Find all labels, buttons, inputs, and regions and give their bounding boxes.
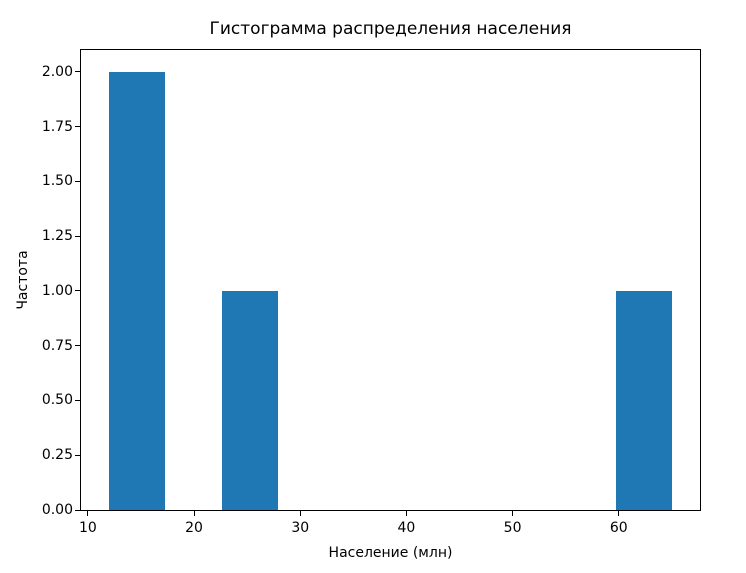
x-tick-label: 60: [609, 520, 628, 536]
x-tick-mark: [405, 511, 407, 516]
y-tick-label: 1.00: [41, 282, 73, 299]
plot-area: [80, 49, 701, 511]
y-tick-mark: [75, 509, 80, 511]
y-axis-label: Частота: [15, 250, 31, 310]
y-tick-label: 1.75: [41, 118, 73, 135]
x-tick-mark: [193, 511, 195, 516]
x-tick-mark: [512, 511, 514, 516]
x-tick-label: 40: [397, 520, 416, 536]
x-tick-label: 10: [78, 520, 97, 536]
y-tick-mark: [75, 71, 80, 73]
y-tick-mark: [75, 345, 80, 347]
x-tick-mark: [87, 511, 89, 516]
histogram-bar: [615, 290, 672, 510]
x-tick-label: 30: [291, 520, 310, 536]
bars-layer: [81, 50, 700, 510]
y-tick-mark: [75, 454, 80, 456]
histogram-bar: [109, 71, 166, 510]
x-axis-label: Население (млн): [328, 545, 453, 561]
y-tick-label: 1.25: [41, 228, 73, 245]
x-tick-label: 50: [503, 520, 522, 536]
y-tick-label: 2.00: [41, 63, 73, 80]
histogram-bar: [221, 290, 278, 510]
y-tick-mark: [75, 235, 80, 237]
x-tick-mark: [299, 511, 301, 516]
y-tick-mark: [75, 180, 80, 182]
x-tick-label: 20: [185, 520, 203, 536]
y-tick-label: 1.50: [41, 173, 73, 190]
y-tick-label: 0.00: [41, 502, 73, 518]
chart-title: Гистограмма распределения населения: [209, 19, 572, 39]
y-tick-mark: [75, 290, 80, 292]
y-tick-label: 0.75: [41, 337, 73, 354]
x-tick-mark: [618, 511, 620, 516]
y-tick-mark: [75, 399, 80, 401]
y-tick-mark: [75, 126, 80, 128]
y-tick-label: 0.25: [41, 447, 73, 464]
y-tick-label: 0.50: [41, 392, 73, 409]
